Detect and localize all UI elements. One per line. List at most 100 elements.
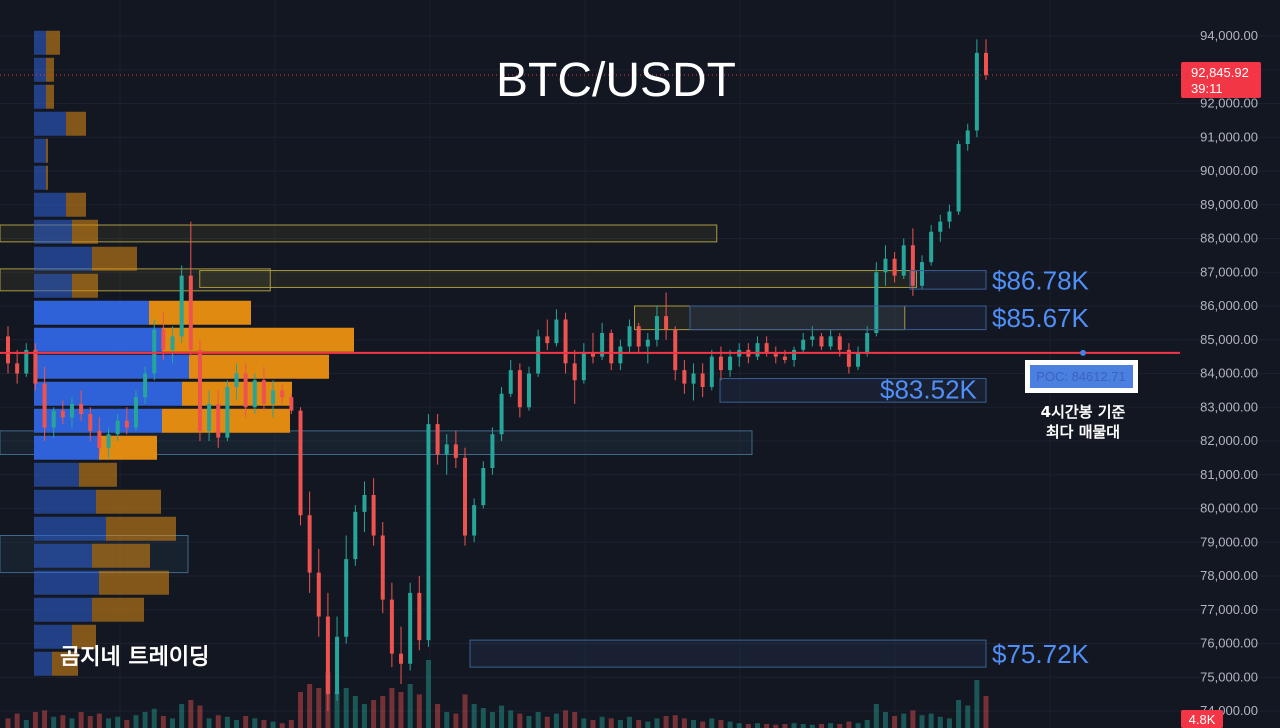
candle-body (161, 329, 166, 350)
candle-body (152, 329, 157, 374)
profile-buy-bar (34, 570, 99, 595)
price-tick-label: 79,000.00 (1200, 534, 1258, 549)
candle-body (636, 326, 641, 347)
volume-bar (170, 718, 176, 728)
candle-body (362, 495, 367, 512)
volume-bar (608, 718, 614, 728)
candle-body (892, 258, 897, 276)
volume-bar (197, 705, 203, 728)
candle-body (508, 370, 513, 394)
volume-bar (754, 723, 760, 728)
candle-body (920, 262, 925, 286)
candle-body (444, 444, 449, 455)
profile-buy-bar (34, 165, 46, 190)
poc-note-line2: 최다 매물대 (1046, 423, 1120, 441)
profile-buy-bar (34, 30, 46, 55)
candle-body (106, 434, 111, 448)
profile-sell-bar (66, 192, 86, 217)
volume-bar (627, 716, 633, 728)
candle-body (481, 468, 486, 506)
poc-label-box[interactable] (1030, 365, 1133, 388)
volume-bar (462, 694, 468, 728)
candle-body (554, 319, 559, 344)
profile-sell-bar (189, 354, 329, 379)
volume-bar (224, 716, 230, 728)
volume-bar (974, 680, 980, 728)
volume-bar (179, 704, 185, 728)
current-price-tag (1181, 62, 1261, 98)
volume-bar (133, 715, 139, 728)
price-axis[interactable]: 94,000.0093,000.0092,000.0091,000.0090,0… (1200, 28, 1258, 718)
price-tick-label: 90,000.00 (1200, 163, 1258, 178)
candle-body (901, 245, 906, 276)
candle-body (810, 336, 815, 340)
candle-body (60, 410, 65, 418)
profile-sell-bar (79, 462, 117, 487)
price-tick-label: 78,000.00 (1200, 568, 1258, 583)
candle-body (417, 592, 422, 641)
volume-bar (297, 692, 303, 728)
volume-bar (617, 720, 623, 728)
volume-bar (517, 713, 523, 728)
profile-sell-bar (106, 516, 176, 541)
profile-buy-bar (34, 624, 72, 649)
volume-bar (910, 710, 916, 728)
profile-buy-bar (34, 138, 46, 163)
candle-body (316, 572, 321, 617)
volume-bar (526, 716, 532, 728)
candle-body (654, 316, 659, 340)
candle-countdown: 39:11 (1191, 81, 1223, 96)
profile-sell-bar (92, 597, 144, 622)
volume-bar (956, 700, 962, 728)
volume-bars (5, 660, 989, 728)
volume-bar (453, 713, 459, 728)
volume-bar (124, 720, 130, 728)
volume-bar (946, 718, 952, 728)
volume-bar (32, 712, 38, 728)
volume-bar (471, 704, 477, 728)
volume-bar (234, 720, 240, 728)
candle-body (335, 636, 340, 695)
volume-bar (718, 720, 724, 728)
candle-body (325, 616, 330, 695)
price-tick-label: 88,000.00 (1200, 231, 1258, 246)
candle-body (673, 329, 678, 371)
volume-bar (60, 715, 66, 728)
price-tick-label: 91,000.00 (1200, 129, 1258, 144)
volume-bar (672, 715, 678, 728)
level-box (689, 305, 987, 331)
volume-bar (307, 684, 313, 728)
price-tick-label: 85,000.00 (1200, 332, 1258, 347)
volume-bar (480, 708, 486, 728)
price-tick-label: 75,000.00 (1200, 669, 1258, 684)
volume-bar (489, 712, 495, 728)
candle-body (307, 515, 312, 573)
chart-title: BTC/USDT (496, 54, 736, 107)
volume-bar (425, 660, 431, 728)
profile-sell-bar (72, 273, 98, 298)
candle-body (97, 430, 102, 448)
volume-bar (142, 712, 148, 728)
price-tick-label: 89,000.00 (1200, 197, 1258, 212)
volume-bar (864, 720, 870, 728)
candle-body (682, 370, 687, 384)
profile-buy-bar (34, 516, 106, 541)
candle-body (188, 275, 193, 350)
volume-bar (416, 694, 422, 728)
candle-body (463, 457, 468, 536)
candle-body (42, 383, 47, 428)
volume-bar (78, 712, 84, 728)
volume-bar (398, 692, 404, 728)
volume-bar (544, 716, 550, 728)
volume-bar (782, 724, 788, 728)
profile-buy-bar (34, 192, 66, 217)
candle-body (938, 221, 943, 232)
volume-bar (645, 721, 651, 728)
current-price-label: 92,845.92 (1191, 65, 1249, 80)
volume-bar (764, 724, 770, 728)
volume-bar (270, 721, 276, 728)
candle-body (51, 410, 56, 428)
candle-body (225, 387, 230, 438)
price-tick-label: 82,000.00 (1200, 433, 1258, 448)
